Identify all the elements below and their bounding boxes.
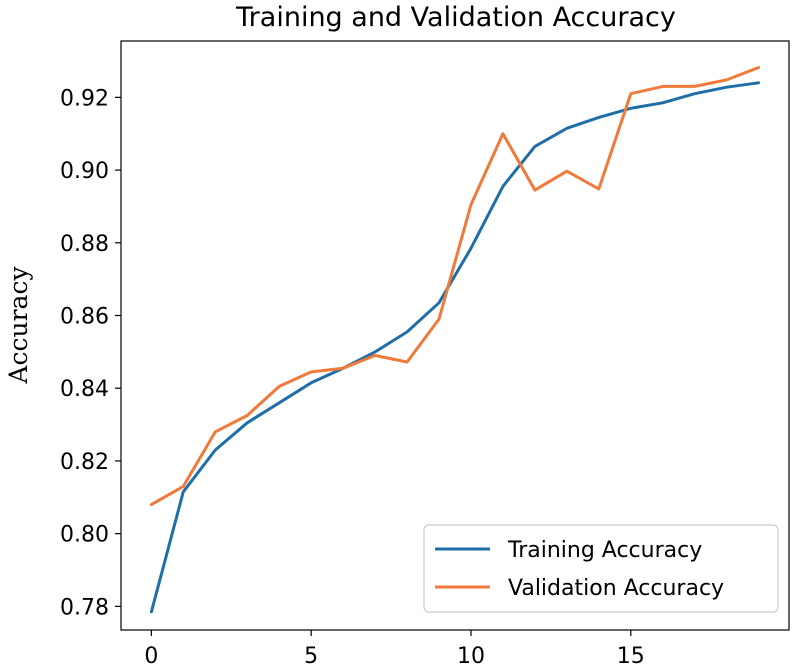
y-axis: 0.78 0.80 0.82 0.84 0.86 0.88 0.90 0.92 — [60, 86, 121, 620]
y-tick-label: 0.86 — [60, 305, 109, 330]
x-tick-label: 15 — [617, 644, 645, 669]
x-tick-label: 0 — [144, 644, 158, 669]
y-tick-label: 0.80 — [60, 523, 109, 548]
y-tick-label: 0.90 — [60, 159, 109, 184]
legend-label: Validation Accuracy — [508, 576, 724, 601]
y-tick-label: 0.82 — [60, 450, 109, 475]
series-line-validation — [149, 66, 761, 507]
legend-box — [423, 524, 779, 613]
y-tick-label: 0.92 — [60, 86, 109, 111]
x-tick-label: 5 — [304, 644, 318, 669]
x-tick-label: 10 — [457, 644, 485, 669]
x-axis: 0 5 10 15 — [144, 630, 645, 669]
plot-area-frame — [120, 40, 790, 631]
y-tick-label: 0.88 — [60, 232, 109, 257]
chart-title: Training and Validation Accuracy — [235, 2, 676, 33]
y-tick-label: 0.78 — [60, 595, 109, 620]
series-line-training — [149, 81, 761, 614]
y-axis-label: Accuracy — [4, 266, 33, 385]
legend: Training Accuracy Validation Accuracy — [423, 524, 779, 613]
legend-label: Training Accuracy — [507, 538, 702, 563]
y-tick-label: 0.84 — [60, 377, 109, 402]
series-layer — [149, 66, 761, 614]
